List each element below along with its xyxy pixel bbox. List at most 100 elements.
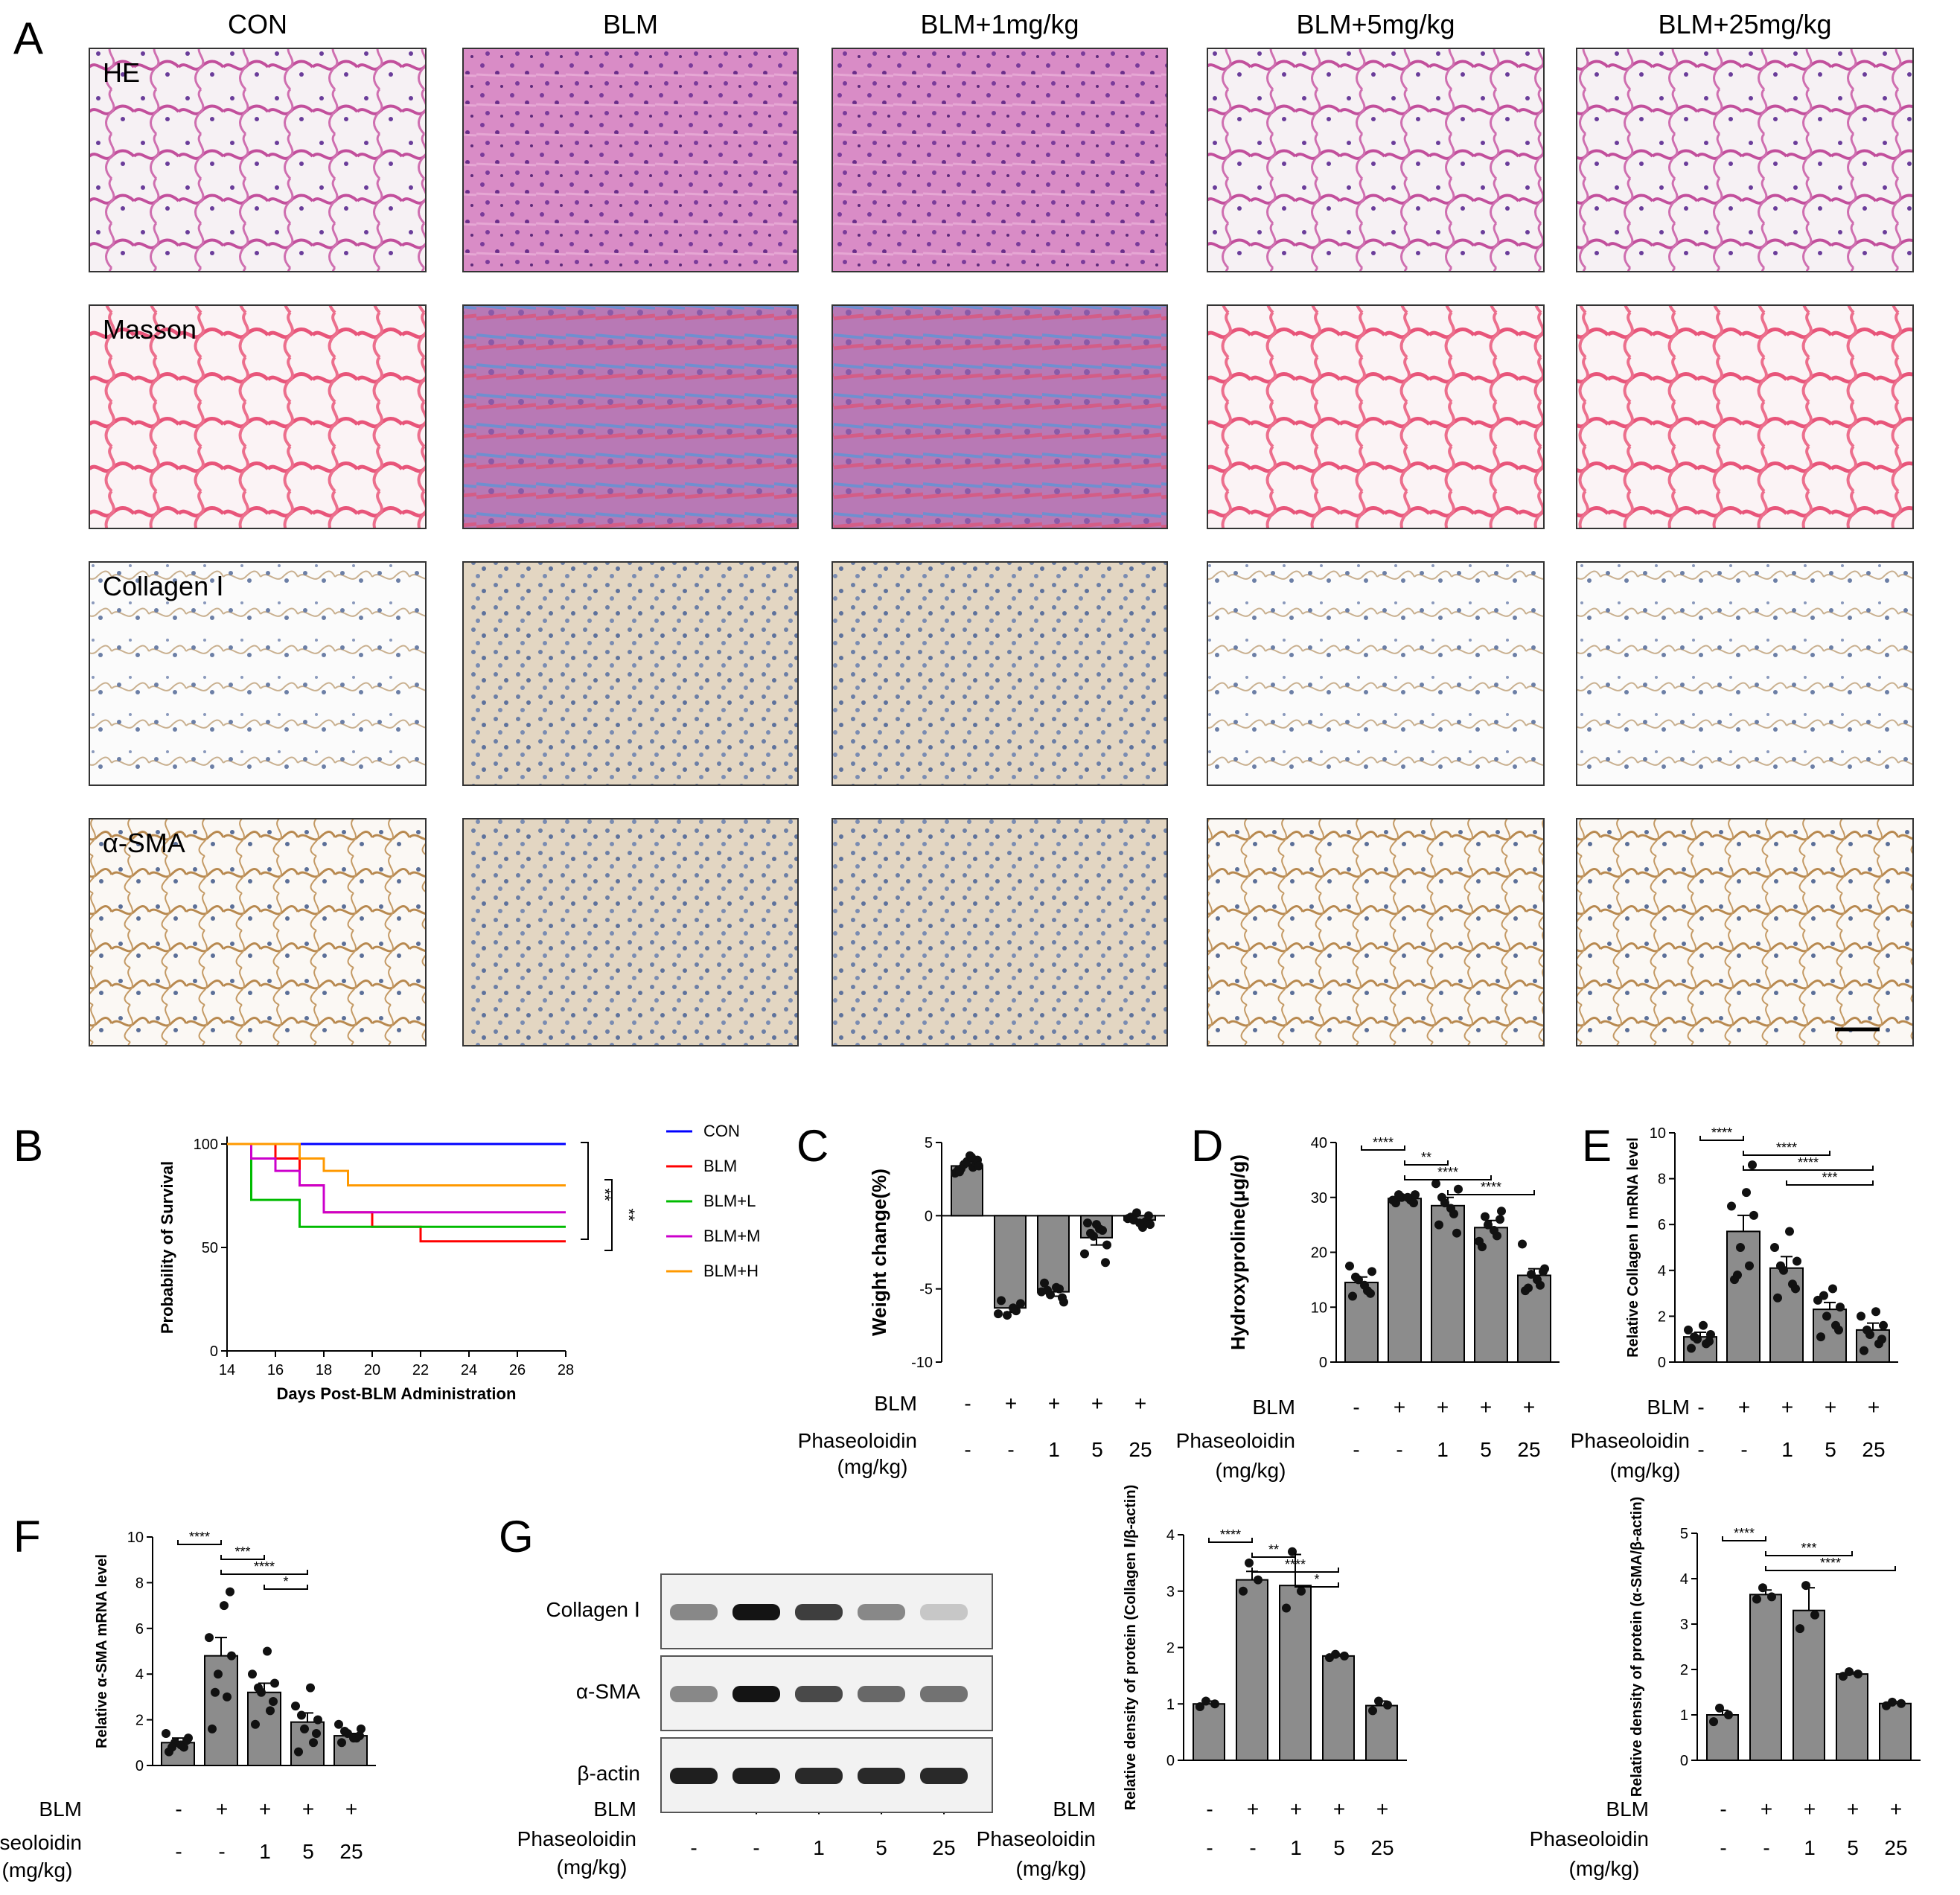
significance-bracket xyxy=(220,1570,308,1575)
blm-label: BLM xyxy=(874,1392,917,1415)
y-tick-label: 0 xyxy=(210,1343,218,1360)
data-point xyxy=(1699,1320,1708,1330)
significance-label: **** xyxy=(1711,1125,1732,1140)
data-point xyxy=(1434,1220,1443,1230)
dose-value: 25 xyxy=(1517,1438,1540,1461)
data-point xyxy=(269,1697,278,1707)
micrograph xyxy=(1576,304,1914,529)
data-point xyxy=(1854,1669,1862,1679)
data-point xyxy=(1724,1710,1733,1719)
legend-label: BLM xyxy=(703,1157,737,1175)
dose-value: - xyxy=(1740,1438,1747,1461)
data-point xyxy=(297,1710,306,1720)
bar xyxy=(1836,1673,1868,1762)
bar xyxy=(1793,1609,1825,1761)
data-point xyxy=(1770,1243,1779,1252)
legend-label: CON xyxy=(703,1122,740,1140)
significance-bracket xyxy=(1404,1160,1449,1166)
y-tick-label: 10 xyxy=(1650,1125,1666,1142)
data-point xyxy=(1539,1267,1548,1276)
significance-bracket xyxy=(581,1142,589,1240)
blot-band xyxy=(920,1686,968,1702)
data-point xyxy=(1245,1558,1254,1568)
y-tick-label: 1 xyxy=(1680,1707,1688,1724)
data-point xyxy=(1816,1332,1825,1342)
data-point xyxy=(1345,1261,1354,1271)
blm-sign: + xyxy=(1005,1392,1017,1415)
data-point xyxy=(1437,1192,1446,1202)
dose-value: 1 xyxy=(1290,1836,1302,1859)
y-tick-label: 40 xyxy=(1311,1135,1327,1151)
data-point xyxy=(1043,1285,1052,1295)
data-point xyxy=(1135,1218,1144,1228)
data-point xyxy=(1254,1575,1262,1585)
micrograph xyxy=(1576,818,1914,1046)
data-point xyxy=(1845,1667,1854,1677)
y-tick-label: 3 xyxy=(1680,1617,1688,1633)
blot-band xyxy=(858,1604,905,1620)
data-point xyxy=(313,1715,322,1725)
data-point xyxy=(1690,1332,1699,1342)
blot-band xyxy=(858,1768,905,1784)
blot-row-label: Collagen Ⅰ xyxy=(546,1598,640,1621)
blm-sign: + xyxy=(1781,1396,1793,1419)
significance-bracket xyxy=(1208,1538,1253,1543)
data-point xyxy=(1748,1160,1757,1170)
micrograph xyxy=(831,561,1168,786)
unit-label: (mg/kg) xyxy=(1569,1857,1640,1880)
data-point xyxy=(214,1669,223,1679)
data-point xyxy=(337,1738,346,1748)
data-point xyxy=(1785,1227,1794,1236)
micrograph xyxy=(1207,818,1545,1046)
data-point xyxy=(1086,1228,1095,1238)
y-tick-label: 0 xyxy=(1319,1355,1327,1371)
micrograph xyxy=(462,304,799,529)
data-point xyxy=(1773,1293,1782,1303)
data-point xyxy=(1795,1624,1804,1634)
phaseoloidin-label: Phaseoloidin xyxy=(517,1827,636,1850)
blm-sign: + xyxy=(1091,1392,1103,1415)
significance-label: **** xyxy=(1285,1557,1306,1572)
data-point xyxy=(340,1726,349,1736)
y-tick-label: 4 xyxy=(1658,1263,1666,1279)
blot-band xyxy=(920,1768,968,1784)
y-tick-label: 2 xyxy=(1658,1308,1666,1325)
panel-letter: A xyxy=(13,13,43,63)
blot-band xyxy=(795,1686,843,1702)
blm-sign: - xyxy=(1697,1396,1704,1419)
blm-sign: + xyxy=(1437,1396,1449,1419)
data-point xyxy=(1822,1311,1831,1321)
panel-letter: G xyxy=(499,1512,534,1562)
unit-label: (mg/kg) xyxy=(1016,1857,1087,1880)
data-point xyxy=(1454,1184,1463,1194)
blot-row-label: β-actin xyxy=(577,1762,640,1785)
blm-sign: + xyxy=(1523,1396,1535,1419)
data-point xyxy=(1080,1249,1089,1259)
data-point xyxy=(1524,1283,1533,1293)
column-header: BLM+5mg/kg xyxy=(1296,9,1455,39)
y-tick-label: 0 xyxy=(1658,1355,1666,1371)
data-point xyxy=(1132,1208,1141,1218)
data-point xyxy=(1527,1270,1536,1279)
data-point xyxy=(1776,1261,1785,1271)
phaseoloidin-label: Phaseoloidin xyxy=(798,1429,917,1452)
stain-label: HE xyxy=(103,57,140,88)
dose-value: 1 xyxy=(813,1836,825,1859)
y-tick-label: 5 xyxy=(925,1135,933,1151)
significance-label: **** xyxy=(1220,1527,1241,1542)
blot-band xyxy=(670,1686,718,1702)
blm-sign: + xyxy=(1376,1797,1388,1821)
data-point xyxy=(312,1729,321,1739)
data-point xyxy=(955,1167,964,1177)
data-point xyxy=(967,1152,976,1162)
dose-value: - xyxy=(1249,1836,1256,1859)
panel-letter: F xyxy=(13,1512,41,1562)
significance-bracket xyxy=(1251,1568,1339,1573)
data-point xyxy=(167,1742,176,1752)
bar xyxy=(1749,1594,1782,1762)
blm-label: BLM xyxy=(1606,1797,1649,1821)
data-point xyxy=(248,1669,257,1679)
y-tick-label: 8 xyxy=(135,1575,144,1591)
y-tick-label: 50 xyxy=(202,1240,218,1256)
